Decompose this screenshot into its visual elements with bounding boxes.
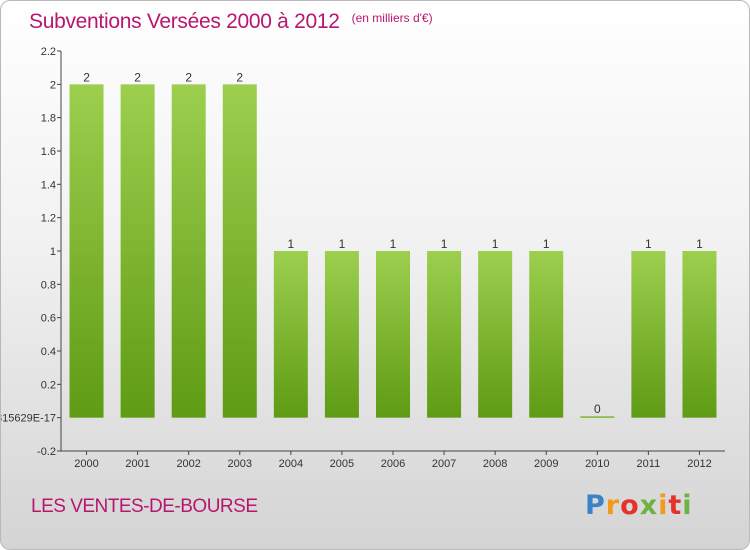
bar-value-label: 1 <box>492 237 499 251</box>
y-tick-label: 0.2 <box>41 379 56 391</box>
chart-title: Subventions Versées 2000 à 2012 (en milli… <box>29 10 433 34</box>
x-tick-label: 2000 <box>74 458 98 470</box>
x-tick-label: 2005 <box>330 458 354 470</box>
x-tick-label: 2010 <box>585 458 609 470</box>
x-tick-label: 2006 <box>381 458 405 470</box>
y-tick-label: -0.2 <box>37 446 56 458</box>
bar-value-label: 1 <box>390 237 397 251</box>
title-unit: (en milliers d'€) <box>351 11 433 25</box>
x-tick-label: 2007 <box>432 458 456 470</box>
bar-value-label: 2 <box>236 70 243 84</box>
y-tick-label: 1.4 <box>41 179 56 191</box>
bar-value-label: 2 <box>83 70 90 84</box>
bar <box>222 84 257 418</box>
bar <box>376 251 410 418</box>
bar <box>478 251 513 418</box>
bar <box>120 84 155 418</box>
bar <box>682 251 717 418</box>
x-tick-label: 2011 <box>637 458 661 470</box>
proxiti-logo: Proxiti <box>585 490 693 521</box>
title-text: Subventions Versées 2000 à 2012 <box>29 10 340 33</box>
bar-value-label: 1 <box>339 237 346 251</box>
x-tick-label: 2012 <box>687 458 711 470</box>
y-tick-label: 1.8 <box>41 113 56 125</box>
bar <box>273 251 308 418</box>
y-tick-label: 0.4 <box>41 346 56 358</box>
y-tick-label: 0.8 <box>41 279 56 291</box>
bar <box>69 84 104 418</box>
bar-value-label: 1 <box>696 237 703 251</box>
y-tick-label: -1.5265566815629E-17 <box>1 413 56 425</box>
x-tick-label: 2003 <box>228 458 252 470</box>
bar-value-label: 2 <box>185 70 192 84</box>
y-tick-label: 1.2 <box>41 213 56 225</box>
bar <box>324 251 359 418</box>
y-tick-label: 0.6 <box>41 313 56 325</box>
bar-value-label: 1 <box>543 237 550 251</box>
x-tick-label: 2008 <box>483 458 507 470</box>
y-tick-label: 2.2 <box>41 46 56 58</box>
bar <box>580 416 615 418</box>
x-tick-label: 2002 <box>176 458 200 470</box>
bar <box>631 251 666 418</box>
bar <box>171 84 206 418</box>
bar <box>427 251 462 418</box>
bar-value-label: 1 <box>441 237 448 251</box>
bar <box>529 251 564 418</box>
x-tick-label: 2004 <box>279 458 303 470</box>
commune-name: LES VENTES-DE-BOURSE <box>31 496 258 517</box>
y-tick-label: 1 <box>50 246 56 258</box>
bar-value-label: 1 <box>645 237 652 251</box>
y-tick-label: 1.6 <box>41 146 56 158</box>
x-tick-label: 2009 <box>534 458 558 470</box>
bar-value-label: 2 <box>134 70 141 84</box>
bar-value-label: 0 <box>594 402 601 416</box>
x-tick-label: 2001 <box>125 458 149 470</box>
bar-value-label: 1 <box>288 237 295 251</box>
y-tick-label: 2 <box>50 79 56 91</box>
